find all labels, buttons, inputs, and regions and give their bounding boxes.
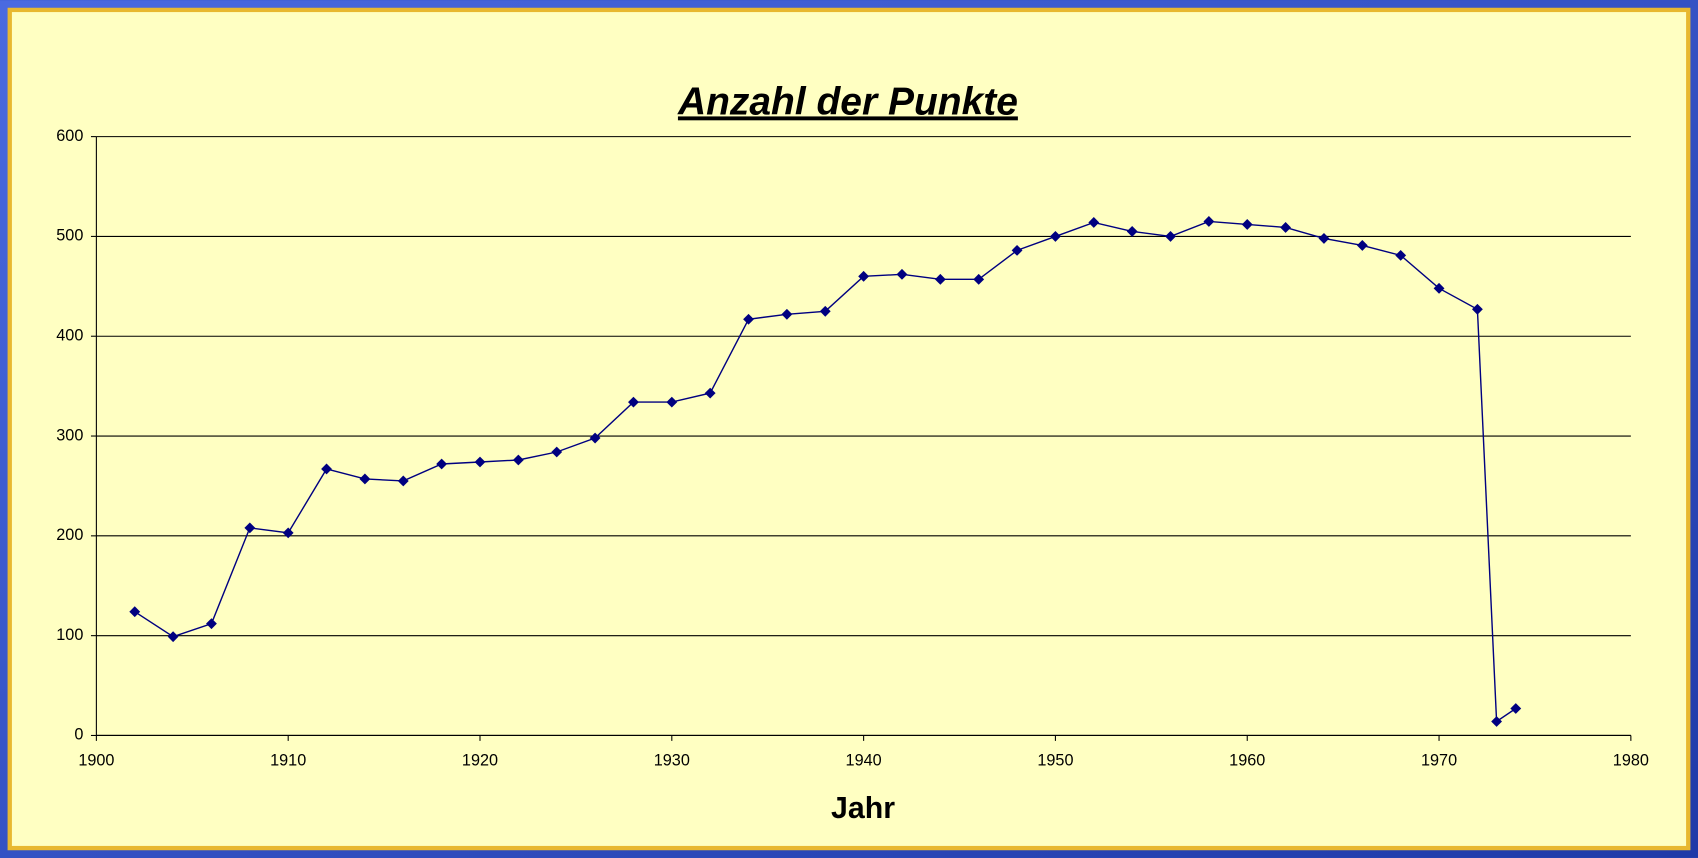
marker [206,618,217,630]
chart-panel [7,7,1691,851]
x-tick-label: 1910 [270,752,306,770]
x-tick-label: 1970 [1421,752,1457,770]
marker [167,631,179,643]
marker [1088,217,1100,228]
y-tick-label: 600 [56,127,83,145]
marker [1318,233,1330,244]
y-tick-label: 300 [56,426,83,444]
marker [1126,226,1138,237]
marker [704,387,716,399]
chart-title: Anzahl der Punkte [677,80,1018,123]
marker [1510,703,1522,714]
marker [551,446,563,458]
marker [819,305,831,317]
marker [1356,239,1368,251]
marker [321,463,332,475]
y-tick-label: 200 [56,526,83,544]
marker [1433,282,1445,294]
series-line [134,220,1517,723]
marker [1050,231,1061,242]
marker [743,313,754,325]
marker [666,396,678,408]
y-tick-label: 0 [74,726,83,744]
x-tick-label: 1900 [78,752,114,770]
y-tick-label: 400 [56,327,83,345]
marker [474,456,486,468]
marker [1395,249,1407,261]
marker [589,432,601,444]
marker [1203,216,1215,227]
marker [397,475,409,487]
marker [512,454,524,466]
marker [1165,231,1176,242]
x-axis-title: Jahr [831,792,895,825]
marker [1471,303,1483,315]
marker [858,270,870,282]
marker [1011,244,1023,256]
x-tick-label: 1960 [1229,752,1265,770]
x-tick-label: 1940 [846,752,882,770]
marker [1280,222,1292,233]
x-tick-label: 1980 [1613,752,1649,770]
x-tick-label: 1950 [1037,752,1073,770]
marker [359,473,371,485]
y-tick-label: 100 [56,626,83,644]
marker [781,308,793,320]
marker [1241,219,1253,230]
marker [628,396,639,408]
x-tick-label: 1930 [654,752,690,770]
y-tick-label: 500 [56,227,83,245]
x-tick-label: 1920 [462,752,498,770]
marker [282,527,294,539]
marker [1491,716,1503,727]
marker [934,273,946,285]
marker [896,268,908,280]
marker [244,522,256,534]
marker [129,606,141,618]
marker [973,273,985,285]
marker [436,458,448,470]
